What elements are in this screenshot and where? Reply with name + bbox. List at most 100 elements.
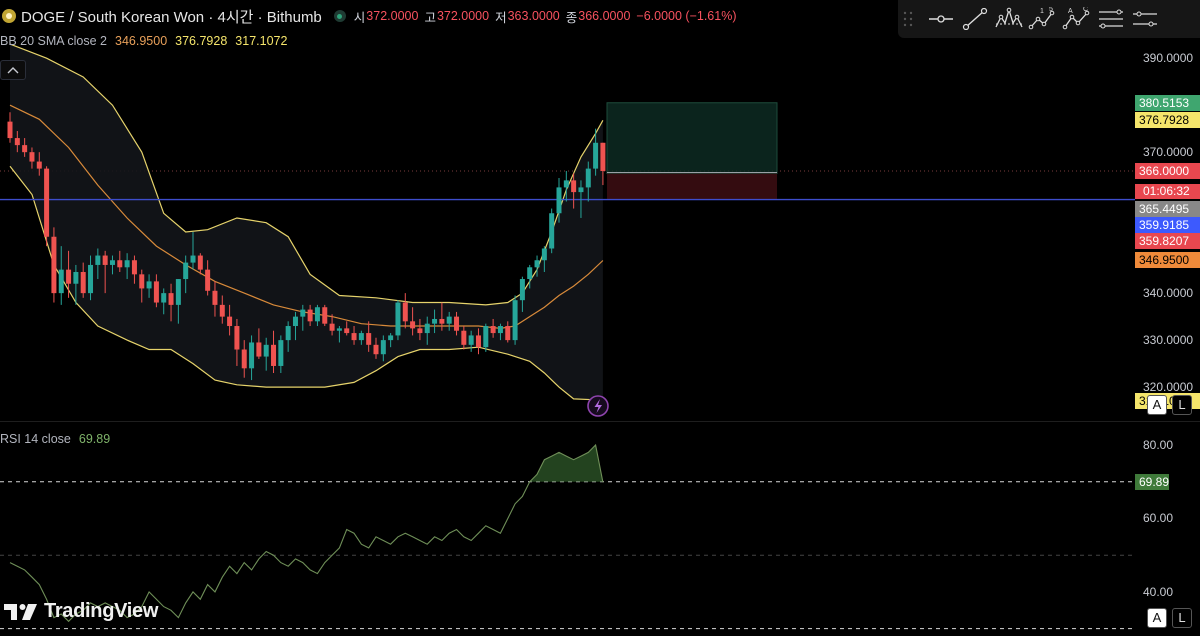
candle xyxy=(563,170,569,202)
candle-body xyxy=(461,330,467,345)
candle-body xyxy=(585,168,591,188)
candle-body xyxy=(454,316,460,331)
candle-body xyxy=(571,180,577,193)
auto-scale-button[interactable]: A xyxy=(1147,395,1167,415)
price-axis-label: 366.0000 xyxy=(1135,162,1200,179)
price-axis-label: 359.9185 xyxy=(1135,217,1200,233)
candle-body xyxy=(344,328,350,334)
candle-body xyxy=(219,304,225,317)
candle-body xyxy=(168,293,174,305)
price-axis-label: 376.7928 xyxy=(1135,112,1200,129)
bb-basis-line xyxy=(9,104,604,330)
candle-body xyxy=(58,269,64,294)
high-value: 372.0000 xyxy=(436,9,490,23)
price-axis-label: 365.4495 xyxy=(1135,201,1200,217)
candle xyxy=(556,178,562,223)
rsi-indicator-legend[interactable]: RSI 14 close 69.89 xyxy=(0,432,110,446)
bb-band-fill xyxy=(10,44,603,401)
rsi-pane xyxy=(0,443,1135,630)
candle xyxy=(593,128,599,176)
candle-body xyxy=(22,145,28,153)
candle xyxy=(117,250,123,272)
pattern-tool[interactable] xyxy=(992,4,1026,34)
price-axis-tick: 370.0000 xyxy=(1143,145,1194,160)
candle-body xyxy=(88,264,94,294)
candle-body xyxy=(505,326,511,341)
candle-body xyxy=(402,302,408,322)
candle xyxy=(102,250,108,294)
candle xyxy=(578,180,584,218)
rsi-axis-tick: 80.00 xyxy=(1143,438,1174,453)
pane-separator[interactable] xyxy=(0,421,1200,422)
candle xyxy=(175,279,181,324)
horizontal-line-tool[interactable] xyxy=(924,4,958,34)
rsi-log-scale-button[interactable]: L xyxy=(1172,608,1192,628)
log-scale-button[interactable]: L xyxy=(1172,395,1192,415)
candle-body xyxy=(512,300,518,341)
candle-body xyxy=(424,323,430,334)
candle xyxy=(190,232,196,270)
price-chart[interactable] xyxy=(0,0,1135,636)
candle-body xyxy=(124,260,130,268)
position-loss-zone xyxy=(607,173,777,200)
close-value: 366.0000 xyxy=(578,9,631,23)
candle-body xyxy=(190,255,196,263)
candle xyxy=(109,255,115,275)
candle-body xyxy=(329,323,335,331)
candle xyxy=(541,246,547,272)
candle-body xyxy=(249,342,255,369)
trend-line-tool[interactable] xyxy=(958,4,992,34)
candle-body xyxy=(417,328,423,334)
lightning-icon[interactable] xyxy=(587,395,609,417)
open-label: 시 xyxy=(353,10,366,25)
candle xyxy=(300,304,306,331)
candle xyxy=(468,330,474,352)
close-label: 종 xyxy=(565,10,578,25)
bb-indicator-legend[interactable]: BB 20 SMA close 2 346.9500 376.7928 317.… xyxy=(0,34,287,48)
candle xyxy=(241,340,247,378)
candle xyxy=(212,281,218,317)
rsi-axis-tick: 40.00 xyxy=(1143,584,1174,599)
candle xyxy=(36,152,42,176)
candle xyxy=(278,335,284,374)
candle xyxy=(497,323,503,341)
drag-handle-icon[interactable] xyxy=(902,10,914,28)
bb-title: BB 20 SMA close 2 xyxy=(0,34,108,48)
candle xyxy=(410,307,416,336)
symbol-title[interactable]: DOGE / South Korean Won · 4시간 · Bithumb xyxy=(21,8,322,26)
candle xyxy=(292,311,298,341)
fib-retracement-tool[interactable] xyxy=(1094,4,1128,34)
tradingview-logo[interactable]: TradingView xyxy=(4,600,158,623)
collapse-legend-button[interactable] xyxy=(0,60,26,80)
candle-body xyxy=(285,326,291,341)
candle xyxy=(446,311,452,331)
candle xyxy=(519,276,525,312)
candle-body xyxy=(146,281,152,289)
candle-body xyxy=(66,269,72,284)
position-profit-zone xyxy=(606,102,778,175)
candle-body xyxy=(410,321,416,329)
candle-body xyxy=(292,316,298,327)
bb-upper-value: 376.7928 xyxy=(175,34,228,48)
fib-levels-icon xyxy=(1099,9,1123,29)
candle-body xyxy=(475,335,481,348)
market-status-icon[interactable] xyxy=(333,10,346,22)
candle xyxy=(73,264,79,305)
candle-body xyxy=(519,279,525,301)
candle-body xyxy=(205,269,211,291)
parallel-channel-tool[interactable] xyxy=(1128,4,1162,34)
candle xyxy=(388,333,394,348)
high-label: 고 xyxy=(424,10,436,25)
candle xyxy=(600,142,606,186)
candle-body xyxy=(44,168,50,237)
low-value: 363.0000 xyxy=(507,9,560,23)
candle-body xyxy=(432,318,438,324)
tradingview-wordmark: TradingView xyxy=(44,600,159,622)
candle xyxy=(527,264,533,289)
rsi-auto-scale-button[interactable]: A xyxy=(1147,608,1167,628)
candle xyxy=(483,323,489,352)
candle-body xyxy=(336,328,342,331)
candle xyxy=(146,274,152,298)
